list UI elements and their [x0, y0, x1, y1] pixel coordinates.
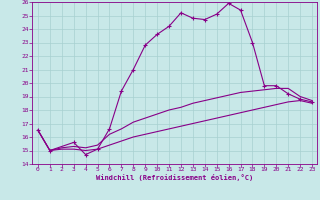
X-axis label: Windchill (Refroidissement éolien,°C): Windchill (Refroidissement éolien,°C) — [96, 174, 253, 181]
